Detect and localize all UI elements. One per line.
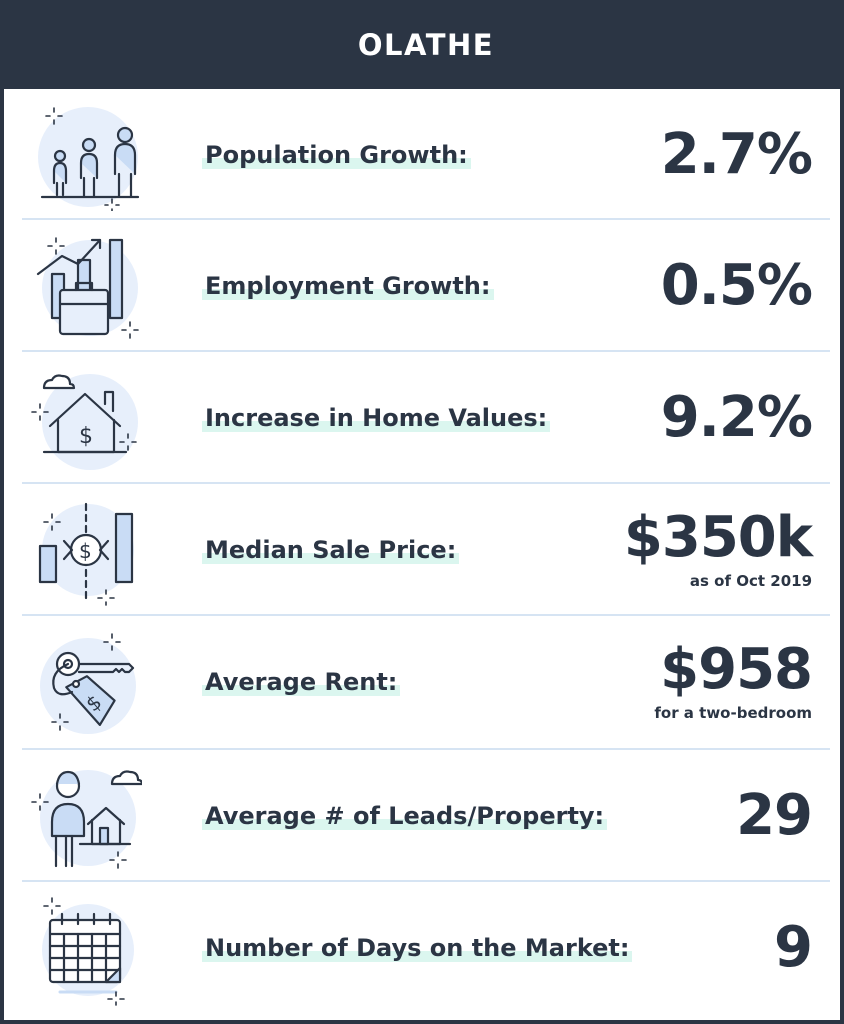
stat-value-group: 29	[736, 750, 813, 881]
stat-value: 29	[736, 782, 813, 848]
sale-price-icon: $	[30, 494, 142, 606]
home-value-icon: $	[30, 364, 142, 476]
stat-value: 0.5%	[660, 252, 813, 318]
stat-label: Increase in Home Values:	[202, 403, 551, 432]
stat-label: Median Sale Price:	[202, 535, 460, 564]
stat-label: Employment Growth:	[202, 271, 494, 300]
svg-text:$: $	[79, 539, 92, 563]
stat-row-median-price: $ Median Sale Price: $350k as of Oct 201…	[22, 484, 830, 615]
stat-label: Average # of Leads/Property:	[202, 801, 608, 830]
stat-row-rent: $ Average Rent: $958 for a two-bedroom	[22, 616, 830, 747]
stat-row-leads: Average # of Leads/Property: 29	[22, 750, 830, 881]
svg-text:$: $	[79, 424, 93, 449]
stat-row-population: Population Growth: 2.7%	[22, 89, 830, 220]
employment-icon	[30, 230, 142, 342]
row-divider	[22, 614, 830, 616]
stat-value: $958	[660, 636, 813, 702]
stat-value: 9.2%	[660, 384, 813, 450]
stat-value-group: $350k as of Oct 2019	[623, 484, 813, 615]
stat-value: 2.7%	[660, 121, 813, 187]
stat-row-employment: Employment Growth: 0.5%	[22, 220, 830, 351]
calendar-icon	[30, 894, 142, 1006]
row-divider	[22, 748, 830, 750]
stat-label: Population Growth:	[202, 140, 471, 169]
stat-value-group: $958 for a two-bedroom	[654, 616, 813, 747]
population-icon	[30, 99, 142, 211]
row-divider	[22, 350, 830, 352]
stat-note: as of Oct 2019	[689, 571, 812, 590]
rent-key-icon: $	[30, 628, 142, 740]
stat-value: 9	[774, 914, 813, 980]
stat-value-group: 9.2%	[660, 352, 813, 483]
row-divider	[22, 880, 830, 882]
header-bar: OLATHE	[4, 0, 844, 89]
stat-value-group: 0.5%	[660, 220, 813, 351]
stat-row-days-on-market: Number of Days on the Market: 9	[22, 882, 830, 1013]
stat-row-home-values: $ Increase in Home Values: 9.2%	[22, 352, 830, 483]
stat-value: $350k	[623, 504, 813, 570]
stat-value-group: 2.7%	[660, 89, 813, 220]
row-divider	[22, 218, 830, 220]
leads-person-icon	[30, 760, 142, 872]
city-title: OLATHE	[357, 27, 495, 62]
row-divider	[22, 482, 830, 484]
stat-note: for a two-bedroom	[654, 703, 812, 722]
stat-label: Average Rent:	[202, 667, 401, 696]
stat-value-group: 9	[774, 882, 813, 1013]
stat-label: Number of Days on the Market:	[202, 933, 633, 962]
